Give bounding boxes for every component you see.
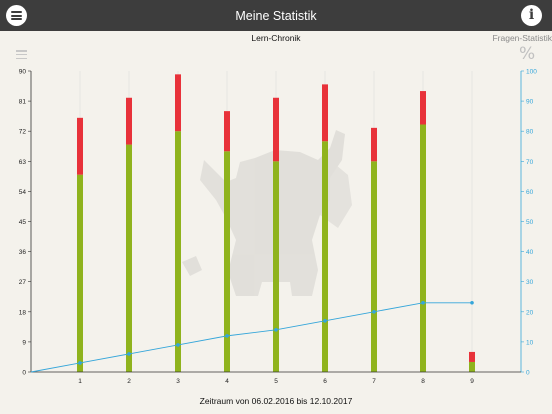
line-point xyxy=(323,319,327,323)
right-tick-label: 0 xyxy=(526,370,530,377)
tab-fragen-statistik[interactable]: Fragen-Statistik xyxy=(492,33,552,43)
menu-bars xyxy=(11,11,22,20)
right-tick-label: 70 xyxy=(526,159,534,166)
bar-green xyxy=(273,161,279,372)
line-point xyxy=(127,352,131,356)
tab-bar: Lern-Chronik Fragen-Statistik xyxy=(0,31,552,45)
menu-icon[interactable] xyxy=(6,5,27,26)
bar-green xyxy=(322,141,328,372)
left-tick-labels: 0 9 18 27 36 45 54 63 72 81 90 xyxy=(19,69,31,377)
line-point xyxy=(372,310,376,314)
left-tick-label: 27 xyxy=(19,279,27,286)
left-tick-label: 0 xyxy=(22,370,26,377)
bar-green xyxy=(224,151,230,372)
info-glyph: i xyxy=(528,7,535,23)
list-icon[interactable] xyxy=(16,50,27,59)
left-tick-label: 72 xyxy=(19,129,27,136)
page-title: Meine Statistik xyxy=(235,8,317,23)
bars xyxy=(77,74,475,372)
x-tick-label: 6 xyxy=(323,378,327,385)
left-tick-label: 45 xyxy=(19,219,27,226)
bar-red xyxy=(371,127,377,162)
right-tick-labels: 0 10 20 30 40 50 60 70 80 90 100 xyxy=(521,69,537,377)
bar-red xyxy=(322,84,328,142)
percent-icon[interactable]: % xyxy=(519,44,536,64)
right-tick-label: 20 xyxy=(526,309,534,316)
right-tick-label: 60 xyxy=(526,189,534,196)
line-point xyxy=(421,300,425,305)
bar-red xyxy=(224,111,230,152)
line-point xyxy=(225,334,229,338)
right-tick-label: 30 xyxy=(526,279,534,286)
bar-green xyxy=(77,174,83,372)
x-tick-label: 2 xyxy=(127,378,131,385)
x-tick-label: 1 xyxy=(78,378,82,385)
bar-red xyxy=(126,97,132,145)
bar-green xyxy=(371,161,377,372)
x-tick-labels: 1 2 3 4 5 6 7 8 9 xyxy=(78,378,474,385)
line-series xyxy=(30,300,474,373)
bar-red xyxy=(175,74,181,132)
line-path xyxy=(30,302,472,373)
line-point xyxy=(176,343,180,347)
left-tick-label: 90 xyxy=(19,69,27,76)
bar-red xyxy=(77,117,83,175)
top-bar: Meine Statistik i xyxy=(0,0,552,31)
line-point xyxy=(470,300,474,305)
line-point xyxy=(274,328,278,332)
tab-lern-chronik[interactable]: Lern-Chronik xyxy=(251,33,301,43)
bar-green xyxy=(126,144,132,372)
x-tick-label: 9 xyxy=(470,378,474,385)
right-tick-label: 10 xyxy=(526,339,534,346)
bar-green xyxy=(469,361,475,372)
x-tick-label: 5 xyxy=(274,378,278,385)
left-tick-label: 9 xyxy=(22,339,26,346)
x-tick-label: 7 xyxy=(372,378,376,385)
x-tick-label: 8 xyxy=(421,378,425,385)
bar-green xyxy=(420,124,426,372)
bar-red xyxy=(273,97,279,162)
right-tick-label: 80 xyxy=(526,129,534,136)
left-tick-label: 36 xyxy=(19,249,27,256)
right-tick-label: 100 xyxy=(526,69,537,76)
bar-red xyxy=(420,91,426,125)
left-tick-label: 81 xyxy=(19,99,27,106)
left-tick-label: 63 xyxy=(19,159,27,166)
left-tick-label: 54 xyxy=(19,189,27,196)
right-tick-label: 50 xyxy=(526,219,534,226)
x-axis-label: Zeitraum von 06.02.2016 bis 12.10.2017 xyxy=(200,396,353,406)
x-tick-label: 4 xyxy=(225,378,229,385)
right-tick-label: 90 xyxy=(526,99,534,106)
right-tick-label: 40 xyxy=(526,249,534,256)
x-tick-label: 3 xyxy=(176,378,180,385)
left-tick-label: 18 xyxy=(19,309,27,316)
info-icon[interactable]: i xyxy=(521,5,542,26)
line-point xyxy=(78,361,82,365)
bar-red xyxy=(469,351,475,362)
bar-green xyxy=(175,131,181,372)
